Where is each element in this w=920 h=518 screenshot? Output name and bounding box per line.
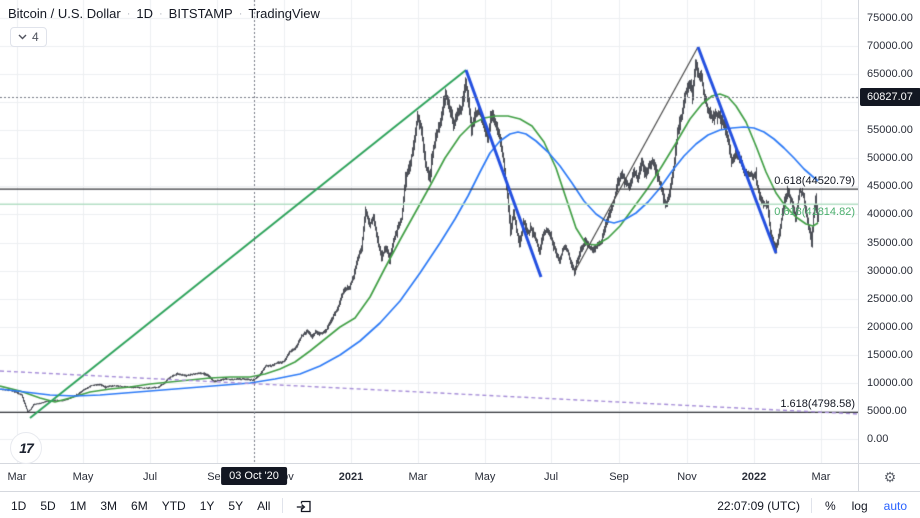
price-tick-label: 75000.00 [867, 11, 913, 24]
range-button-5y[interactable]: 5Y [228, 498, 244, 513]
axis-corner-cell: ⚙ [858, 463, 920, 491]
percent-scale-button[interactable]: % [824, 498, 836, 513]
price-tick-label: 10000.00 [867, 377, 913, 390]
price-tick-label: 70000.00 [867, 39, 913, 52]
price-tick-label: 50000.00 [867, 152, 913, 165]
chart-canvas[interactable] [0, 0, 858, 463]
price-tick-label: 35000.00 [867, 236, 913, 249]
crosshair-price-label: 60827.07 [860, 88, 920, 107]
range-button-ytd[interactable]: YTD [161, 498, 186, 513]
goto-date-button[interactable] [288, 498, 321, 514]
collapsed-indicator-count: 4 [32, 30, 39, 44]
fib-level-label[interactable]: 0.618(44520.79) [774, 175, 855, 188]
time-tick-label: Mar [811, 471, 831, 483]
price-tick-label: 30000.00 [867, 264, 913, 277]
price-axis[interactable]: 75000.00 70000.00 65000.00 55000.00 50000.00… [858, 0, 920, 463]
exchange-label[interactable]: BITSTAMP [168, 6, 233, 21]
price-tick-label: 45000.00 [867, 180, 913, 193]
time-axis[interactable]: MarMayJulSepNov2021MarMayJulSepNov2022Ma… [0, 463, 920, 492]
price-tick-label: 55000.00 [867, 124, 913, 137]
time-tick-label: Mar [408, 471, 428, 483]
auto-scale-button[interactable]: auto [883, 498, 907, 513]
price-tick-label: 65000.00 [867, 67, 913, 80]
time-tick-label: Jul [543, 471, 559, 483]
range-button-all[interactable]: All [257, 498, 271, 513]
tradingview-logo-glyph: 17 [19, 440, 34, 456]
price-tick-label: 20000.00 [867, 320, 913, 333]
brand-label[interactable]: TradingView [248, 6, 320, 21]
legend-separator: · [238, 7, 243, 20]
tradingview-logo[interactable]: 17 [10, 432, 42, 464]
clock-timezone-button[interactable]: 22:07:09 (UTC) [717, 498, 800, 513]
range-button-3m[interactable]: 3M [100, 498, 118, 513]
price-tick-label: 40000.00 [867, 208, 913, 221]
toolbar-separator [810, 498, 812, 513]
chevron-down-icon [18, 34, 27, 40]
legend-collapse-button[interactable]: 4 [10, 27, 47, 47]
price-tick-label: 25000.00 [867, 292, 913, 305]
range-button-1y[interactable]: 1Y [199, 498, 215, 513]
fib-level-label[interactable]: 1.618(4798.58) [780, 398, 855, 411]
legend-separator: · [159, 7, 163, 20]
bottom-toolbar: 1D 5D 1M 3M 6M YTD 1Y 5Y All 22:07:09 (UTC) % lo… [0, 491, 920, 518]
range-button-6m[interactable]: 6M [131, 498, 148, 513]
interval-label[interactable]: 1D [136, 6, 153, 21]
symbol-legend[interactable]: Bitcoin / U.S. Dollar · 1D · BITSTAMP · … [8, 6, 320, 21]
time-tick-label: Mar [7, 471, 27, 483]
time-tick-label: Sep [609, 471, 629, 483]
log-scale-button[interactable]: log [851, 498, 868, 513]
time-tick-label: Jul [142, 471, 158, 483]
time-tick-label: May [474, 471, 496, 483]
range-button-1m[interactable]: 1M [69, 498, 87, 513]
fib-level-label[interactable]: 0.618(41814.82) [774, 206, 855, 219]
time-tick-label: 2021 [338, 471, 364, 483]
legend-separator: · [126, 7, 131, 20]
chart-settings-gear-icon[interactable]: ⚙ [883, 469, 897, 485]
time-tick-label: Nov [677, 471, 697, 483]
price-tick-label: 0.00 [867, 433, 889, 446]
price-tick-label: 15000.00 [867, 349, 913, 362]
range-button-1d[interactable]: 1D [11, 498, 27, 513]
chart-plot-area[interactable]: Bitcoin / U.S. Dollar · 1D · BITSTAMP · … [0, 0, 858, 464]
crosshair-date-label: 03 Oct '20 [221, 467, 287, 485]
range-button-5d[interactable]: 5D [40, 498, 56, 513]
goto-date-icon [297, 500, 312, 512]
range-buttons: 1D 5D 1M 3M 6M YTD 1Y 5Y All [0, 492, 277, 518]
time-tick-label: 2022 [741, 471, 767, 483]
symbol-title[interactable]: Bitcoin / U.S. Dollar [8, 6, 121, 21]
toolbar-separator [282, 498, 284, 513]
price-tick-label: 5000.00 [867, 405, 907, 418]
time-tick-label: May [72, 471, 94, 483]
